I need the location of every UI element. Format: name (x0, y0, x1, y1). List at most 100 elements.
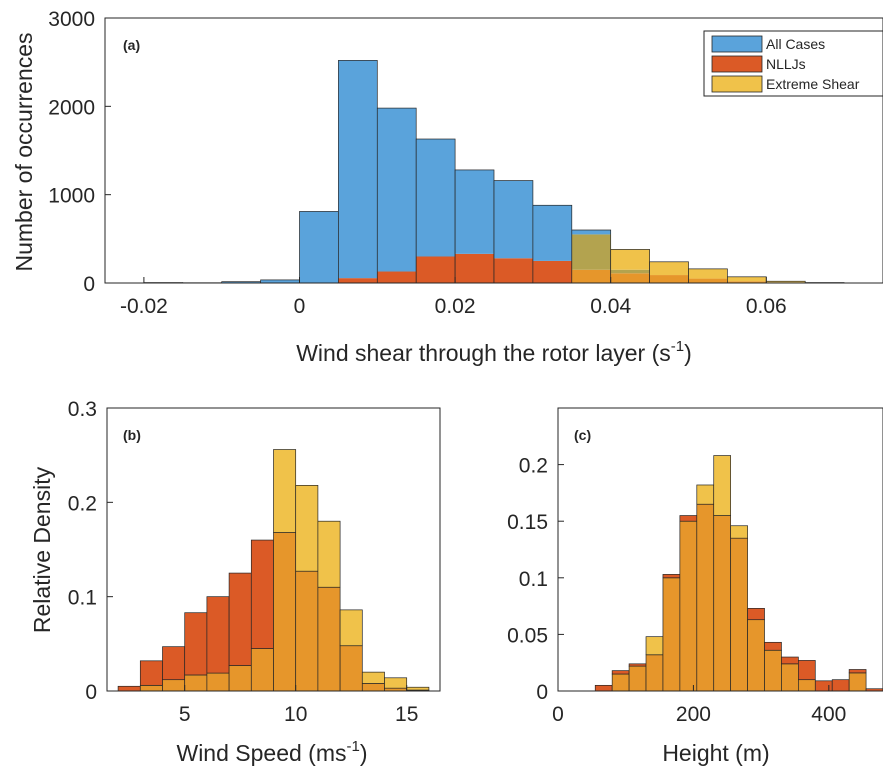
bar-all-nllj-extreme-overlap (688, 278, 728, 283)
x-tick-label: -0.02 (120, 295, 168, 318)
bar-nllj (594, 684, 613, 692)
bar-extreme-shear (727, 276, 767, 282)
bar-nllj-extreme-overlap (206, 672, 230, 692)
bar-nllj (228, 572, 252, 666)
bar-nllj-extreme-overlap (781, 663, 799, 692)
bar-nllj-extreme-overlap (228, 665, 252, 692)
bar-all-cases (377, 108, 417, 272)
bar-nllj (184, 612, 208, 676)
bar-nllj (831, 679, 850, 692)
bar-nllj (162, 646, 186, 681)
bar-extreme-shear (295, 485, 319, 572)
bar-nllj-extreme-overlap (273, 532, 297, 692)
panel-b-x-axis-label: Wind Speed (ms-1) (176, 738, 367, 766)
x-tick-label: 200 (676, 703, 711, 726)
bar-nllj-extreme-overlap (798, 679, 816, 692)
bar-nllj-extreme-overlap (162, 679, 186, 692)
x-tick-label: 0.04 (590, 295, 631, 318)
bar-extreme-shear (406, 686, 430, 691)
bar-nllj-extreme-overlap (184, 674, 208, 692)
y-tick-label: 0 (85, 681, 97, 704)
bar-nllj-extreme-overlap (848, 672, 867, 692)
bar-all-cases (221, 281, 261, 283)
bar-nllj-extreme-overlap (250, 648, 274, 692)
y-tick-label: 0.1 (68, 587, 97, 610)
panel-c-bars (594, 455, 883, 692)
x-tick-label: 5 (179, 703, 191, 726)
panel-b-axes-box (106, 407, 441, 692)
panel-b-label: (b) (123, 427, 141, 443)
panel-a-label: (a) (123, 37, 140, 53)
y-tick-label: 0 (83, 273, 95, 296)
bar-nllj (117, 685, 141, 692)
bar-nllj (455, 253, 494, 283)
bar-extreme-shear (688, 268, 728, 279)
bar-nllj-extreme-overlap (611, 673, 630, 692)
legend-label-extreme-shear: Extreme Shear (766, 76, 860, 92)
y-tick-label: 1000 (48, 185, 95, 208)
y-tick-label: 0.2 (68, 492, 97, 515)
bar-all-cases (299, 211, 339, 283)
x-tick-label: 0 (294, 295, 306, 318)
bar-extreme-shear (730, 525, 748, 539)
bar-nllj (781, 656, 799, 665)
bar-extreme-shear (645, 636, 664, 656)
bar-nllj-extreme-overlap (317, 586, 341, 692)
panel-b-x-ticks: 5 10 15 (179, 685, 418, 726)
bar-nllj-extreme-overlap (139, 684, 163, 692)
panel-a-bars (143, 60, 845, 284)
bar-extreme-shear (766, 281, 806, 283)
bar-all-cases (260, 279, 300, 283)
y-tick-label: 0.05 (507, 624, 548, 647)
bar-nllj (628, 663, 647, 667)
x-tick-label: 10 (284, 703, 307, 726)
bar-nllj-extreme-overlap (339, 645, 363, 692)
bar-all-cases (494, 180, 533, 259)
y-tick-label: 0.15 (507, 511, 548, 534)
x-tick-label: 0.06 (746, 295, 787, 318)
panel-c-x-axis-label: Height (m) (662, 740, 769, 766)
x-tick-label: 0.02 (435, 295, 476, 318)
panel-a-histogram: -0.02 0 0.02 0.04 0.06 0 1000 2000 3000 (a) Num… (11, 8, 883, 366)
bar-extreme-shear (649, 261, 689, 276)
bar-all-cases (571, 230, 611, 235)
panel-b-y-ticks: 0 0.1 0.2 0.3 (68, 398, 113, 704)
bar-nllj (377, 271, 417, 283)
x-tick-label: 400 (811, 703, 846, 726)
bar-nllj (662, 574, 681, 579)
y-tick-label: 0.2 (519, 455, 548, 478)
bar-extreme-shear (317, 520, 341, 588)
panel-c-axes-box (557, 407, 883, 692)
bar-all-cases (532, 205, 572, 261)
y-tick-label: 0.1 (519, 568, 548, 591)
bar-all-nllj-extreme-overlap (610, 273, 650, 283)
bar-nllj (532, 260, 572, 283)
bar-all-nllj-extreme-overlap (727, 281, 767, 283)
panel-c-x-ticks: 0 200 400 (552, 685, 846, 726)
bar-all-extreme-overlap (610, 269, 650, 274)
bar-nllj (679, 515, 698, 522)
bar-nllj (494, 258, 533, 283)
y-tick-label: 0.3 (68, 398, 97, 421)
bar-extreme-shear (339, 609, 363, 647)
bar-nllj (814, 680, 833, 692)
panel-c-label: (c) (574, 427, 591, 443)
bar-nllj-extreme-overlap (730, 537, 748, 692)
panel-b-bars (117, 449, 430, 692)
bar-all-nllj-extreme-overlap (649, 275, 689, 283)
bar-extreme-shear (713, 455, 732, 516)
x-tick-label: 15 (395, 703, 418, 726)
bar-extreme-shear (361, 671, 385, 684)
bar-nllj-extreme-overlap (747, 619, 765, 692)
bar-all-extreme-overlap (571, 234, 611, 270)
bar-nllj (611, 670, 630, 675)
panel-b-y-axis-label: Relative Density (29, 466, 55, 633)
bar-nllj-extreme-overlap (295, 570, 319, 692)
panel-a-legend: All Cases NLLJs Extreme Shear (703, 30, 883, 97)
y-tick-label: 3000 (48, 8, 95, 31)
bar-nllj (747, 608, 765, 621)
panel-c-histogram: 0 200 400 0 0.05 0.1 0.15 0.2 (c) Height (m) (507, 407, 883, 766)
panel-c-y-ticks: 0 0.05 0.1 0.15 0.2 (507, 455, 564, 704)
bar-all-nllj-extreme-overlap (571, 269, 611, 283)
panel-a-axes-box (104, 17, 883, 284)
